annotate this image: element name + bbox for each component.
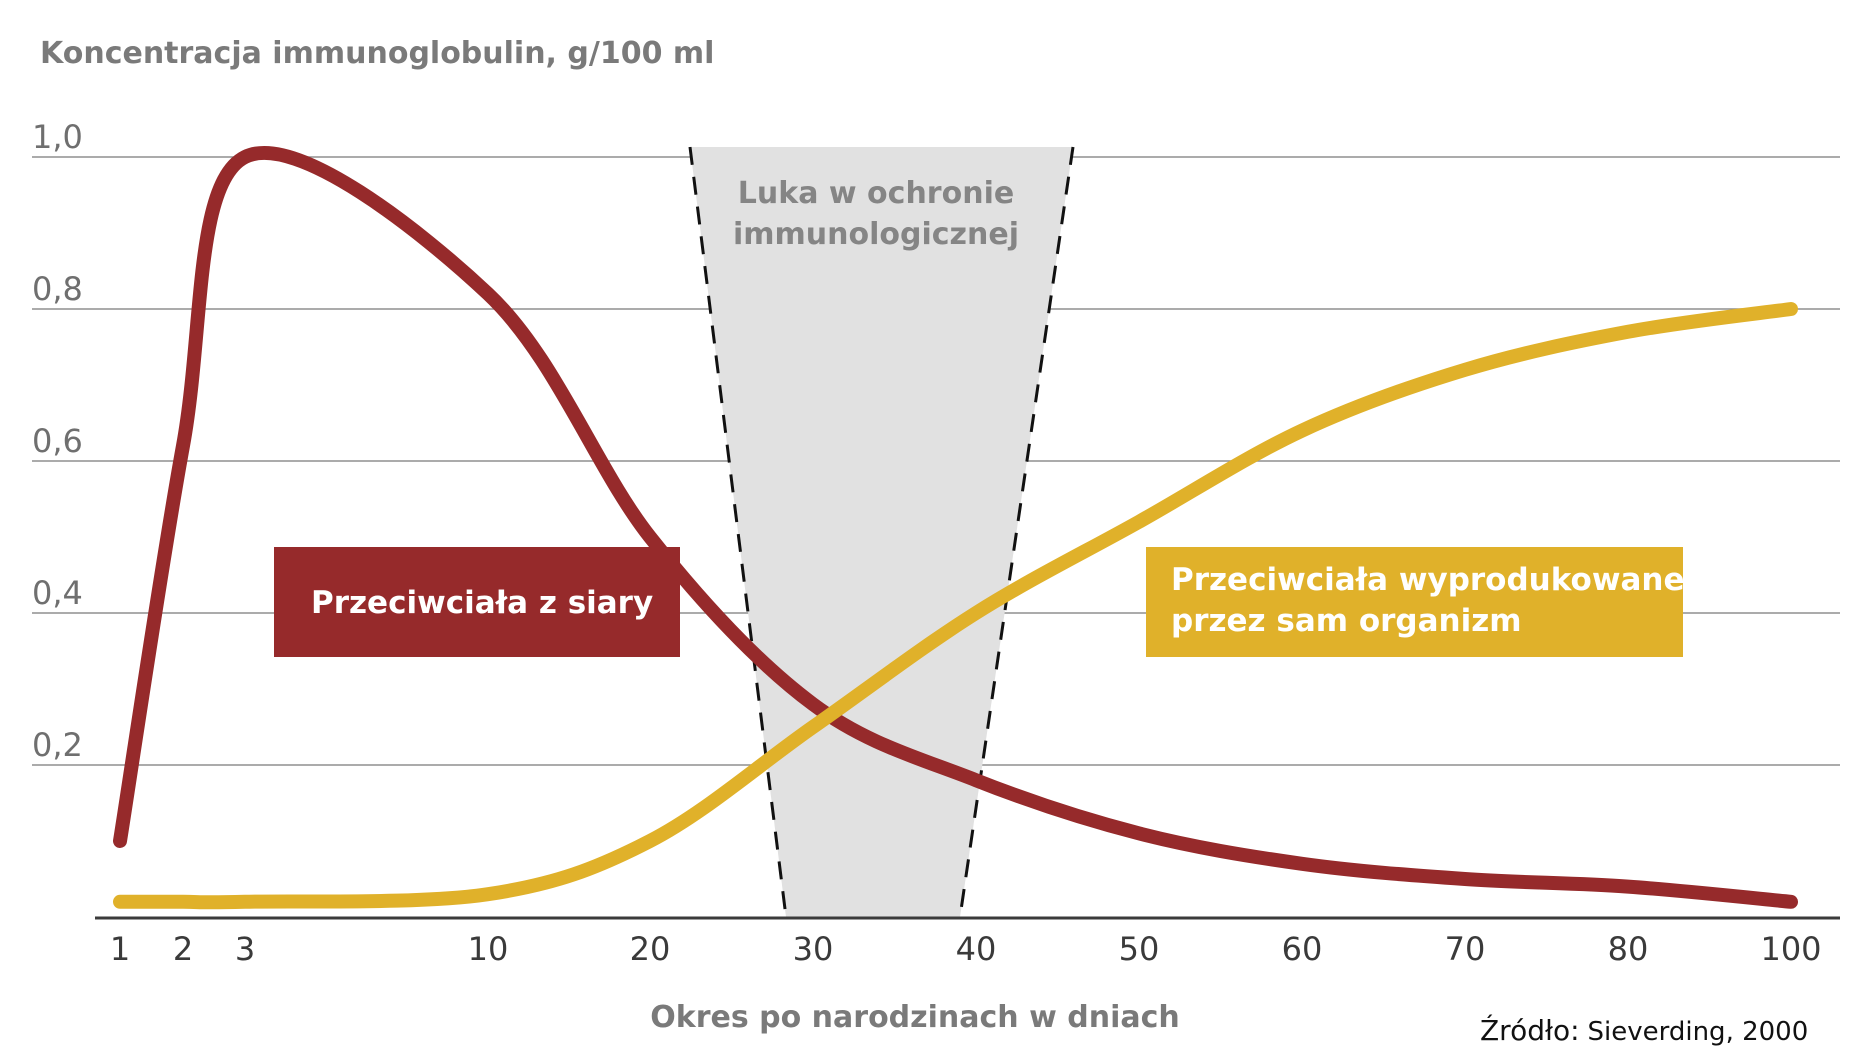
legend-label-own-antibodies-line2: przez sam organizm bbox=[1171, 603, 1522, 639]
x-tick-label: 50 bbox=[1119, 930, 1160, 968]
x-tick-label: 20 bbox=[630, 930, 671, 968]
x-tick-label: 60 bbox=[1282, 930, 1323, 968]
source-prefix: Źródło: bbox=[1480, 1013, 1580, 1047]
legend-label-own-antibodies-line1: Przeciwciała wyprodukowane bbox=[1171, 562, 1684, 598]
legend-box-own-antibodies bbox=[1146, 547, 1683, 657]
y-axis-title: Koncentracja immunoglobulin, g/100 ml bbox=[40, 36, 714, 71]
gap-annotation-line1: Luka w ochronie bbox=[738, 176, 1014, 211]
x-tick-label: 70 bbox=[1445, 930, 1486, 968]
x-tick-label: 40 bbox=[956, 930, 997, 968]
y-tick-label: 1,0 bbox=[32, 118, 83, 156]
gap-left-border bbox=[688, 146, 788, 918]
series-line-own-antibodies bbox=[113, 302, 1798, 910]
x-tick-label: 10 bbox=[468, 930, 509, 968]
x-tick-label: 1 bbox=[110, 930, 130, 968]
legend-label-colostrum: Przeciwciała z siary bbox=[311, 585, 653, 621]
gap-right-border bbox=[958, 146, 1075, 918]
source-note: Źródło: Sieverding, 2000 bbox=[1480, 1013, 1808, 1047]
x-tick-label: 80 bbox=[1608, 930, 1649, 968]
source-value: Sieverding, 2000 bbox=[1588, 1017, 1809, 1047]
x-tick-label: 2 bbox=[173, 930, 193, 968]
legend-box-colostrum bbox=[274, 547, 680, 657]
x-tick-label: 3 bbox=[235, 930, 255, 968]
y-tick-label: 0,2 bbox=[32, 726, 83, 764]
x-axis-title: Okres po narodzinach w dniach bbox=[650, 1000, 1180, 1035]
y-tick-label: 0,4 bbox=[32, 574, 83, 612]
x-tick-label: 30 bbox=[793, 930, 834, 968]
y-tick-label: 0,6 bbox=[32, 422, 83, 460]
x-tick-label: 100 bbox=[1760, 930, 1821, 968]
gap-annotation-line2: immunologicznej bbox=[733, 217, 1019, 252]
series-line-colostrum bbox=[113, 145, 1798, 909]
y-tick-label: 0,8 bbox=[32, 270, 83, 308]
immunity-gap-area bbox=[690, 147, 1073, 917]
